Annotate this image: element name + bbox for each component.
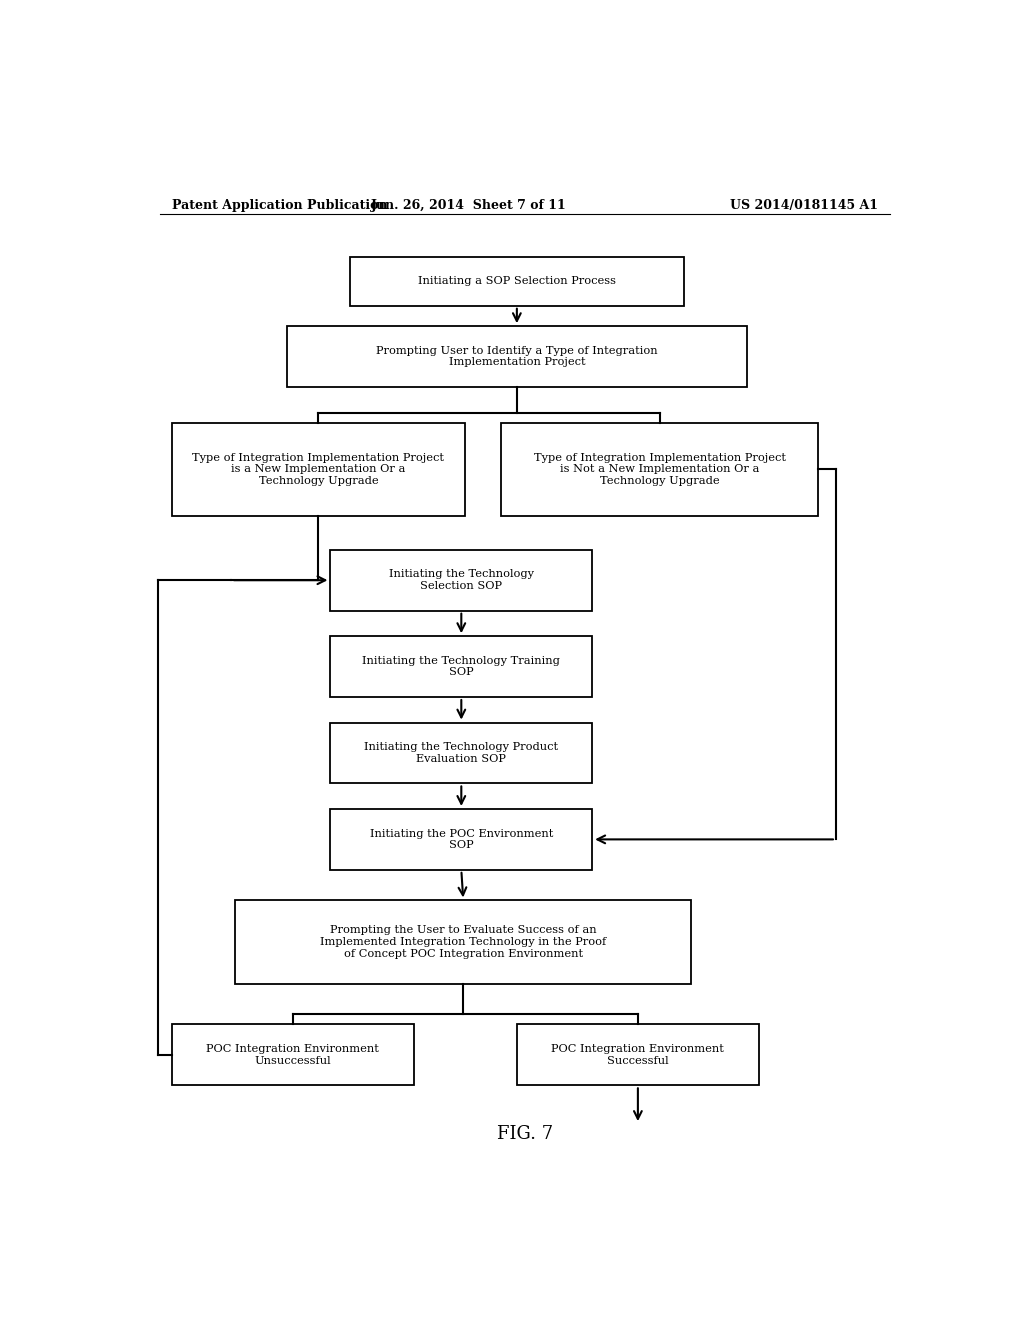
Text: Jun. 26, 2014  Sheet 7 of 11: Jun. 26, 2014 Sheet 7 of 11 <box>372 198 567 211</box>
FancyBboxPatch shape <box>501 422 818 516</box>
Text: POC Integration Environment
Unsuccessful: POC Integration Environment Unsuccessful <box>206 1044 379 1065</box>
Text: Type of Integration Implementation Project
is a New Implementation Or a
Technolo: Type of Integration Implementation Proje… <box>193 453 444 486</box>
Text: Initiating the Technology Product
Evaluation SOP: Initiating the Technology Product Evalua… <box>365 742 558 764</box>
Text: Patent Application Publication: Patent Application Publication <box>172 198 387 211</box>
FancyBboxPatch shape <box>350 257 684 306</box>
FancyBboxPatch shape <box>331 549 592 611</box>
FancyBboxPatch shape <box>172 1024 414 1085</box>
Text: Initiating the POC Environment
SOP: Initiating the POC Environment SOP <box>370 829 553 850</box>
FancyBboxPatch shape <box>172 422 465 516</box>
Text: US 2014/0181145 A1: US 2014/0181145 A1 <box>730 198 878 211</box>
Text: POC Integration Environment
Successful: POC Integration Environment Successful <box>552 1044 724 1065</box>
Text: Initiating the Technology Training
SOP: Initiating the Technology Training SOP <box>362 656 560 677</box>
Text: Prompting User to Identify a Type of Integration
Implementation Project: Prompting User to Identify a Type of Int… <box>376 346 657 367</box>
FancyBboxPatch shape <box>331 722 592 784</box>
FancyBboxPatch shape <box>517 1024 759 1085</box>
FancyBboxPatch shape <box>287 326 748 387</box>
FancyBboxPatch shape <box>331 636 592 697</box>
Text: Initiating a SOP Selection Process: Initiating a SOP Selection Process <box>418 276 615 286</box>
FancyBboxPatch shape <box>331 809 592 870</box>
FancyBboxPatch shape <box>236 900 691 983</box>
Text: FIG. 7: FIG. 7 <box>497 1125 553 1143</box>
Text: Initiating the Technology
Selection SOP: Initiating the Technology Selection SOP <box>389 569 534 591</box>
Text: Type of Integration Implementation Project
is Not a New Implementation Or a
Tech: Type of Integration Implementation Proje… <box>534 453 785 486</box>
Text: Prompting the User to Evaluate Success of an
Implemented Integration Technology : Prompting the User to Evaluate Success o… <box>321 925 606 958</box>
